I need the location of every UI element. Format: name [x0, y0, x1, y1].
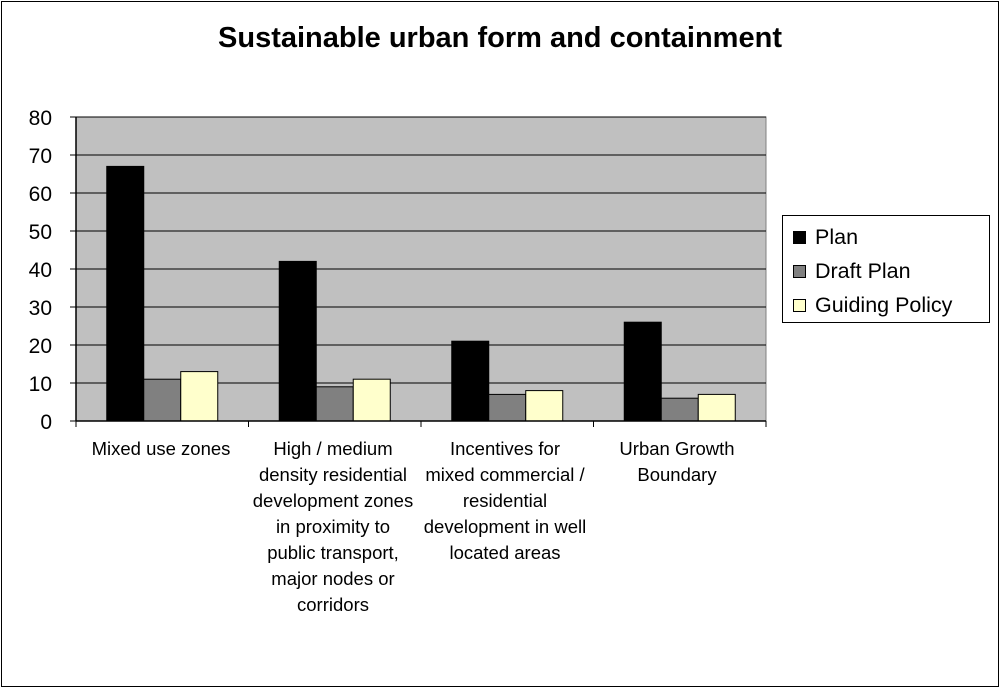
x-tick-label: Urban Growth Boundary: [619, 438, 735, 485]
y-tick-label: 40: [29, 259, 52, 282]
y-tick-label: 20: [29, 335, 52, 358]
bar-draft-plan: [143, 378, 182, 422]
bar-draft-plan: [315, 386, 354, 422]
legend-label: Guiding Policy: [815, 292, 953, 317]
bar-plan: [623, 321, 662, 422]
legend-label: Draft Plan: [815, 258, 911, 283]
bar-guiding-policy: [697, 393, 736, 422]
y-tick-label: 50: [29, 221, 52, 244]
bar-guiding-policy: [180, 371, 219, 422]
y-tick-label: 70: [29, 145, 52, 168]
x-tick-label: Incentives for mixed commercial / reside…: [423, 438, 587, 563]
bar-plan: [106, 165, 145, 422]
y-tick-label: 10: [29, 373, 52, 396]
bar-draft-plan: [488, 393, 527, 422]
x-tick-label: Mixed use zones: [91, 438, 231, 459]
legend-item: Plan: [783, 222, 858, 252]
legend-item: Guiding Policy: [783, 290, 952, 320]
bar-plan: [278, 260, 317, 422]
y-tick-label: 60: [29, 183, 52, 206]
bar-draft-plan: [660, 397, 699, 422]
y-tick-label: 30: [29, 297, 52, 320]
legend-swatch: [793, 298, 806, 312]
legend-swatch: [793, 230, 806, 244]
legend-item: Draft Plan: [783, 256, 911, 286]
bar-guiding-policy: [352, 378, 391, 422]
y-tick-label: 0: [40, 411, 52, 434]
legend-swatch: [793, 264, 806, 278]
y-tick-label: 80: [29, 107, 52, 130]
legend-label: Plan: [815, 224, 859, 249]
bar-plan: [451, 340, 490, 422]
chart-title: Sustainable urban form and containment: [218, 22, 782, 54]
legend: Plan Draft Plan Guiding Policy: [782, 215, 990, 323]
x-tick-label: High / medium density residential develo…: [252, 438, 414, 615]
bar-guiding-policy: [525, 390, 564, 422]
